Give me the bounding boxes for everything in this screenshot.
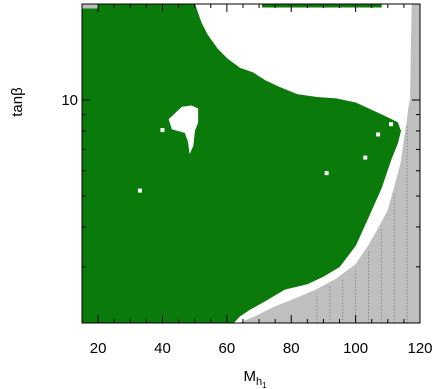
region-excluded-lep [239,3,421,324]
holes-layer [137,105,394,193]
x-tick-label: 100 [343,340,368,357]
hatch-layer [316,125,408,323]
x-axis-label: Mh1 [243,368,267,389]
plot-frame [81,3,421,324]
region-excluded-corner [81,3,99,9]
x-tick-label: 120 [407,340,432,357]
regions-layer [81,3,421,324]
region-allowed [81,3,402,324]
x-tick-label: 20 [90,340,107,357]
x-axis-label-sub1: h [256,376,262,388]
white-point [324,171,329,176]
x-ticks [81,4,421,323]
x-axis-label-sub2: 1 [262,381,267,389]
x-tick-label: 60 [219,340,236,357]
x-axis-label-main: M [243,368,256,385]
x-tick-label: 40 [154,340,171,357]
white-point [160,128,165,133]
y-axis-label: tanβ [9,87,26,117]
white-point [137,188,142,193]
x-tick-label: 80 [283,340,300,357]
white-point [389,122,394,127]
y-tick-labels: 10 [61,92,78,109]
y-ticks [82,3,420,324]
x-tick-labels: 20 40 60 80 100 120 [90,340,433,357]
white-point [376,132,381,137]
y-tick-label: 10 [61,92,78,109]
white-point [363,155,368,160]
region-hole-center [168,105,199,155]
